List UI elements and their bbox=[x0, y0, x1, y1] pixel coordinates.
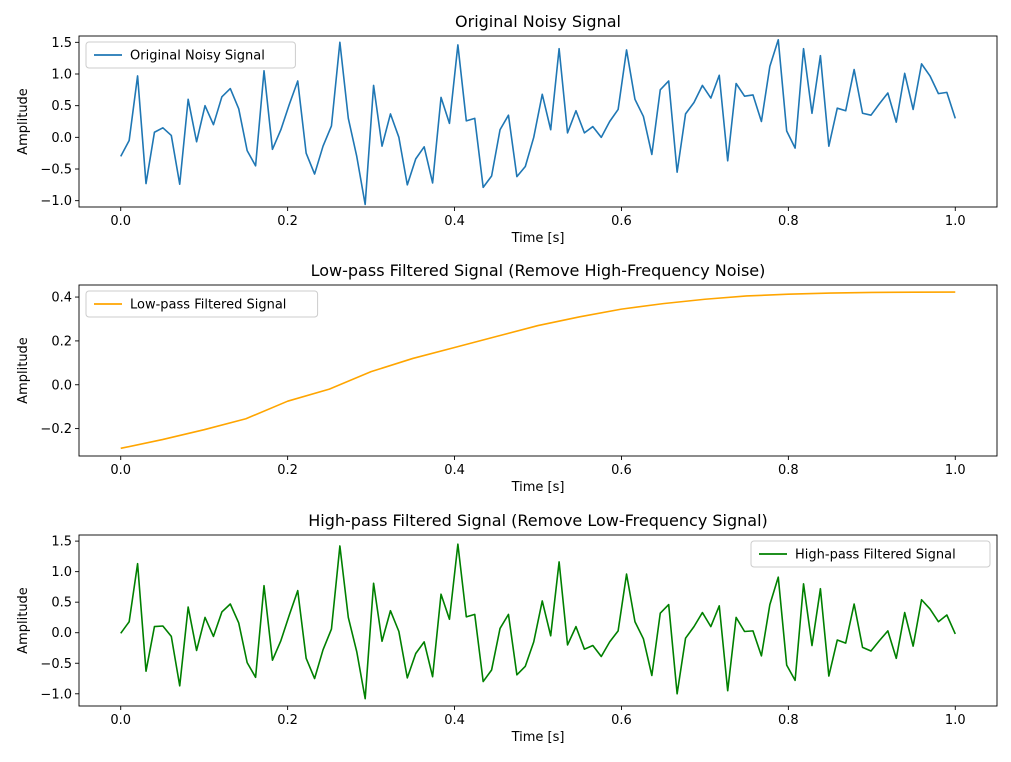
y-tick-label: 1.5 bbox=[51, 36, 72, 51]
legend-box bbox=[85, 41, 296, 69]
legend: High-pass Filtered Signal bbox=[750, 540, 991, 568]
x-tick-label: 0.6 bbox=[611, 463, 632, 478]
x-tick-label: 0.2 bbox=[277, 463, 298, 478]
x-axis-label: Time [s] bbox=[511, 231, 565, 246]
chart-title: Original Noisy Signal bbox=[455, 12, 621, 31]
chart-panel-3: High-pass Filtered Signal (Remove Low-Fr… bbox=[16, 511, 998, 745]
x-tick-label: 1.0 bbox=[945, 463, 966, 478]
y-tick-label: 0.4 bbox=[51, 291, 72, 306]
y-axis-label: Amplitude bbox=[16, 587, 31, 654]
y-axis-label: Amplitude bbox=[16, 88, 31, 155]
series-line-1 bbox=[120, 543, 957, 700]
y-tick-label: 1.5 bbox=[51, 535, 72, 550]
legend: Original Noisy Signal bbox=[85, 41, 296, 69]
series-line-1 bbox=[120, 291, 956, 450]
y-tick-label: −0.2 bbox=[40, 422, 72, 437]
x-tick-label: 0.6 bbox=[611, 713, 632, 728]
x-tick-label: 0.8 bbox=[778, 463, 799, 478]
legend: Low-pass Filtered Signal bbox=[85, 290, 319, 318]
x-tick-label: 1.0 bbox=[945, 214, 966, 229]
chart-panel-2: Low-pass Filtered Signal (Remove High-Fr… bbox=[16, 261, 998, 495]
axes-frame bbox=[78, 284, 998, 457]
y-tick-label: −0.5 bbox=[40, 657, 72, 672]
y-tick-label: 0.0 bbox=[51, 626, 72, 641]
y-tick-label: −1.0 bbox=[40, 687, 72, 702]
y-tick-label: 1.0 bbox=[51, 68, 72, 83]
legend-box bbox=[750, 540, 991, 568]
y-tick-label: 0.5 bbox=[51, 596, 72, 611]
axes-frame bbox=[78, 35, 998, 208]
x-tick-label: 0.4 bbox=[444, 463, 465, 478]
chart-title: Low-pass Filtered Signal (Remove High-Fr… bbox=[311, 261, 766, 280]
y-tick-label: 0.2 bbox=[51, 334, 72, 349]
x-axis-label: Time [s] bbox=[511, 480, 565, 495]
x-tick-label: 0.8 bbox=[778, 713, 799, 728]
legend-box bbox=[85, 290, 319, 318]
y-tick-label: 0.0 bbox=[51, 378, 72, 393]
y-axis-label: Amplitude bbox=[16, 337, 31, 404]
y-tick-label: 0.5 bbox=[51, 99, 72, 114]
y-tick-label: 0.0 bbox=[51, 131, 72, 146]
x-tick-label: 0.2 bbox=[277, 713, 298, 728]
chart-panel-1: Original Noisy Signal 0.0 0.2 0.4 0.6 0.8 1.0 −… bbox=[16, 12, 998, 246]
legend-label: Original Noisy Signal bbox=[130, 49, 265, 64]
y-tick-label: 1.0 bbox=[51, 565, 72, 580]
x-tick-label: 0.4 bbox=[444, 713, 465, 728]
legend-label: Low-pass Filtered Signal bbox=[130, 298, 286, 313]
series-line-1 bbox=[120, 38, 957, 206]
chart-title: High-pass Filtered Signal (Remove Low-Fr… bbox=[308, 511, 768, 530]
legend-label: High-pass Filtered Signal bbox=[795, 548, 956, 563]
x-axis-label: Time [s] bbox=[511, 730, 565, 745]
x-tick-label: 1.0 bbox=[945, 713, 966, 728]
x-tick-label: 0.8 bbox=[778, 214, 799, 229]
y-tick-label: −1.0 bbox=[40, 194, 72, 209]
axes-frame bbox=[78, 534, 998, 707]
x-tick-label: 0.0 bbox=[110, 713, 131, 728]
x-tick-label: 0.0 bbox=[110, 463, 131, 478]
x-tick-label: 0.6 bbox=[611, 214, 632, 229]
x-tick-label: 0.2 bbox=[277, 214, 298, 229]
x-tick-label: 0.4 bbox=[444, 214, 465, 229]
x-tick-label: 0.0 bbox=[110, 214, 131, 229]
y-tick-label: −0.5 bbox=[40, 163, 72, 178]
